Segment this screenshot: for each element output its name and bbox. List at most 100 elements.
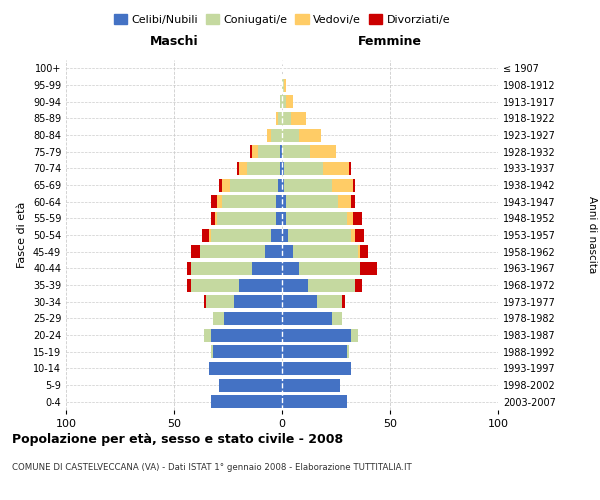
Bar bbox=[282, 345, 347, 358]
Bar bbox=[282, 362, 351, 375]
Bar bbox=[360, 262, 377, 275]
Bar bbox=[282, 128, 299, 141]
Bar bbox=[293, 245, 358, 258]
Bar bbox=[317, 295, 343, 308]
Bar bbox=[211, 212, 215, 225]
Legend: Celibi/Nubili, Coniugati/e, Vedovi/e, Divorziati/e: Celibi/Nubili, Coniugati/e, Vedovi/e, Di… bbox=[109, 10, 455, 29]
Bar bbox=[209, 228, 211, 241]
Bar bbox=[299, 262, 360, 275]
Bar bbox=[275, 112, 278, 125]
Bar bbox=[282, 295, 317, 308]
Bar bbox=[275, 195, 282, 208]
Bar bbox=[286, 95, 293, 108]
Bar bbox=[252, 262, 282, 275]
Bar bbox=[202, 228, 209, 241]
Bar bbox=[280, 95, 282, 108]
Bar bbox=[239, 278, 282, 291]
Bar bbox=[282, 395, 347, 408]
Bar bbox=[355, 228, 364, 241]
Bar bbox=[284, 162, 323, 175]
Bar bbox=[290, 112, 306, 125]
Bar bbox=[204, 328, 211, 342]
Bar bbox=[347, 345, 349, 358]
Bar bbox=[349, 162, 351, 175]
Bar bbox=[310, 145, 336, 158]
Bar bbox=[282, 228, 289, 241]
Bar bbox=[282, 262, 299, 275]
Bar bbox=[351, 228, 355, 241]
Bar bbox=[280, 145, 282, 158]
Bar bbox=[347, 212, 353, 225]
Bar bbox=[211, 328, 282, 342]
Bar bbox=[332, 312, 343, 325]
Bar bbox=[308, 278, 355, 291]
Bar bbox=[323, 162, 349, 175]
Text: COMUNE DI CASTELVECCANA (VA) - Dati ISTAT 1° gennaio 2008 - Elaborazione TUTTITA: COMUNE DI CASTELVECCANA (VA) - Dati ISTA… bbox=[12, 463, 412, 472]
Bar bbox=[211, 195, 217, 208]
Bar bbox=[360, 245, 368, 258]
Text: Anni di nascita: Anni di nascita bbox=[587, 196, 597, 274]
Bar bbox=[267, 128, 271, 141]
Bar bbox=[280, 162, 282, 175]
Bar bbox=[353, 178, 355, 192]
Bar bbox=[209, 362, 282, 375]
Bar bbox=[236, 162, 239, 175]
Text: Maschi: Maschi bbox=[149, 36, 199, 49]
Bar bbox=[187, 262, 191, 275]
Bar bbox=[284, 78, 286, 92]
Bar bbox=[284, 178, 332, 192]
Bar bbox=[220, 378, 282, 392]
Bar bbox=[247, 162, 280, 175]
Bar bbox=[220, 178, 221, 192]
Y-axis label: Fasce di età: Fasce di età bbox=[17, 202, 27, 268]
Bar bbox=[299, 128, 321, 141]
Text: Popolazione per età, sesso e stato civile - 2008: Popolazione per età, sesso e stato civil… bbox=[12, 432, 343, 446]
Bar bbox=[200, 245, 265, 258]
Bar bbox=[355, 278, 362, 291]
Bar bbox=[191, 245, 200, 258]
Bar bbox=[353, 212, 362, 225]
Bar bbox=[271, 128, 282, 141]
Bar bbox=[282, 195, 286, 208]
Bar bbox=[221, 195, 275, 208]
Bar bbox=[250, 145, 252, 158]
Bar bbox=[332, 178, 353, 192]
Bar bbox=[286, 195, 338, 208]
Bar bbox=[282, 278, 308, 291]
Bar bbox=[213, 312, 224, 325]
Bar bbox=[278, 178, 282, 192]
Bar bbox=[358, 245, 360, 258]
Bar bbox=[191, 278, 239, 291]
Bar bbox=[282, 112, 290, 125]
Bar bbox=[351, 328, 358, 342]
Bar bbox=[282, 245, 293, 258]
Bar bbox=[211, 395, 282, 408]
Bar bbox=[213, 345, 282, 358]
Bar bbox=[282, 312, 332, 325]
Bar bbox=[191, 262, 252, 275]
Bar bbox=[275, 212, 282, 225]
Bar bbox=[187, 278, 191, 291]
Bar bbox=[239, 162, 247, 175]
Bar bbox=[282, 78, 284, 92]
Bar bbox=[221, 178, 230, 192]
Bar bbox=[206, 295, 235, 308]
Bar bbox=[217, 212, 275, 225]
Bar bbox=[282, 212, 286, 225]
Bar bbox=[282, 178, 284, 192]
Bar bbox=[282, 162, 284, 175]
Bar bbox=[282, 95, 286, 108]
Bar bbox=[351, 195, 355, 208]
Bar bbox=[217, 195, 221, 208]
Bar bbox=[338, 195, 351, 208]
Bar bbox=[230, 178, 278, 192]
Bar bbox=[252, 145, 258, 158]
Text: Femmine: Femmine bbox=[358, 36, 422, 49]
Bar bbox=[211, 228, 271, 241]
Bar bbox=[343, 295, 344, 308]
Bar bbox=[286, 212, 347, 225]
Bar bbox=[271, 228, 282, 241]
Bar bbox=[224, 312, 282, 325]
Bar bbox=[282, 328, 351, 342]
Bar bbox=[204, 295, 206, 308]
